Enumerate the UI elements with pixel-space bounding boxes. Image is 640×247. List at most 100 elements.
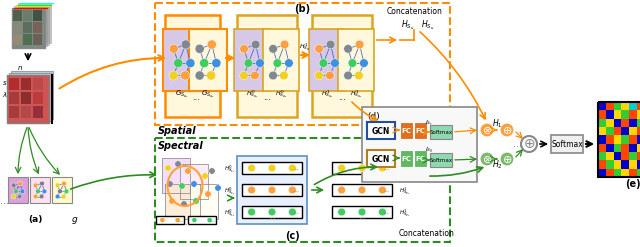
Text: $s$: $s$ bbox=[2, 79, 8, 87]
Bar bbox=[629, 127, 637, 135]
Circle shape bbox=[186, 59, 195, 68]
Circle shape bbox=[11, 183, 16, 188]
Text: (d): (d) bbox=[367, 112, 380, 121]
Bar bbox=[33, 22, 42, 33]
Bar bbox=[190, 184, 218, 219]
Text: $H_2$: $H_2$ bbox=[492, 158, 502, 170]
Circle shape bbox=[11, 194, 16, 199]
Circle shape bbox=[17, 194, 22, 199]
Bar bbox=[614, 110, 621, 119]
Bar bbox=[162, 158, 190, 193]
Text: ...: ... bbox=[263, 93, 271, 102]
Text: $H^1_{S_{e_2}}$: $H^1_{S_{e_2}}$ bbox=[399, 185, 410, 197]
Bar bbox=[13, 22, 22, 33]
Text: $H^0_{S_{u_1}}$: $H^0_{S_{u_1}}$ bbox=[246, 88, 259, 100]
Bar bbox=[33, 92, 43, 104]
Text: ...: ... bbox=[0, 196, 9, 206]
Circle shape bbox=[200, 59, 209, 68]
Bar bbox=[237, 15, 297, 117]
Text: $\otimes$: $\otimes$ bbox=[482, 153, 492, 165]
Bar bbox=[237, 156, 307, 224]
Bar bbox=[190, 184, 218, 219]
Circle shape bbox=[240, 71, 248, 80]
Circle shape bbox=[169, 71, 178, 80]
Circle shape bbox=[18, 181, 22, 186]
Bar bbox=[9, 73, 51, 121]
Circle shape bbox=[61, 194, 66, 199]
Bar bbox=[180, 164, 208, 199]
Bar bbox=[621, 169, 629, 177]
Circle shape bbox=[179, 183, 185, 189]
Bar bbox=[621, 102, 629, 110]
Text: $H^1_{S_{e_n}}$: $H^1_{S_{e_n}}$ bbox=[399, 207, 410, 219]
Text: $H_{S_c}$: $H_{S_c}$ bbox=[428, 165, 442, 179]
Text: $H^0_{S_{c_n}}$: $H^0_{S_{c_n}}$ bbox=[224, 207, 235, 219]
Circle shape bbox=[280, 40, 289, 49]
Bar bbox=[606, 102, 614, 110]
Circle shape bbox=[358, 164, 366, 172]
Circle shape bbox=[207, 71, 216, 80]
Bar bbox=[165, 15, 220, 117]
Circle shape bbox=[207, 217, 212, 223]
Bar bbox=[598, 152, 606, 160]
Circle shape bbox=[205, 191, 211, 197]
Text: $H^0_{S_{c_2}}$: $H^0_{S_{c_2}}$ bbox=[224, 185, 235, 197]
Bar bbox=[9, 92, 19, 104]
Bar bbox=[621, 110, 629, 119]
Text: $\oplus$: $\oplus$ bbox=[502, 153, 512, 165]
Bar bbox=[598, 169, 606, 177]
Circle shape bbox=[315, 44, 323, 53]
Text: (c): (c) bbox=[285, 231, 300, 241]
Bar bbox=[606, 135, 614, 144]
Bar bbox=[33, 106, 43, 118]
Bar bbox=[614, 169, 621, 177]
Circle shape bbox=[268, 208, 276, 216]
Bar bbox=[614, 119, 621, 127]
Bar bbox=[13, 10, 22, 21]
Bar bbox=[614, 160, 621, 169]
Circle shape bbox=[338, 208, 346, 216]
Bar bbox=[414, 150, 427, 167]
Bar bbox=[621, 127, 629, 135]
Bar bbox=[9, 78, 19, 90]
FancyBboxPatch shape bbox=[189, 29, 227, 91]
Circle shape bbox=[55, 194, 60, 199]
Text: $H^1_{S_{e_1}}$: $H^1_{S_{e_1}}$ bbox=[399, 163, 410, 175]
Bar bbox=[621, 152, 629, 160]
Bar bbox=[637, 127, 640, 135]
Bar bbox=[162, 158, 190, 193]
Text: $\otimes$: $\otimes$ bbox=[482, 124, 492, 136]
Circle shape bbox=[173, 59, 183, 68]
Bar bbox=[155, 138, 450, 242]
Text: ...: ... bbox=[513, 139, 522, 149]
Circle shape bbox=[379, 208, 386, 216]
Text: $I_{S_0}$: $I_{S_0}$ bbox=[425, 145, 433, 155]
Circle shape bbox=[209, 168, 215, 174]
Bar bbox=[155, 3, 450, 125]
Text: ...: ... bbox=[338, 93, 346, 102]
Bar bbox=[629, 160, 637, 169]
Text: ...: ... bbox=[209, 218, 215, 223]
Bar bbox=[7, 75, 49, 123]
Bar bbox=[637, 160, 640, 169]
Circle shape bbox=[338, 164, 346, 172]
Text: ...: ... bbox=[184, 220, 190, 226]
Bar bbox=[242, 206, 302, 218]
Text: FC: FC bbox=[415, 156, 426, 162]
Bar bbox=[629, 152, 637, 160]
Bar bbox=[332, 184, 392, 196]
Circle shape bbox=[240, 44, 248, 53]
Circle shape bbox=[344, 71, 353, 80]
Text: (e): (e) bbox=[625, 179, 640, 189]
Circle shape bbox=[315, 71, 323, 80]
Circle shape bbox=[64, 189, 69, 194]
Circle shape bbox=[20, 189, 25, 194]
Text: $\oplus$: $\oplus$ bbox=[523, 137, 535, 151]
Bar bbox=[606, 152, 614, 160]
Text: Softmax: Softmax bbox=[429, 129, 452, 135]
Bar bbox=[400, 122, 413, 139]
Text: ...: ... bbox=[383, 165, 389, 170]
Circle shape bbox=[248, 186, 255, 194]
Text: Concatenation: Concatenation bbox=[387, 7, 443, 16]
Bar bbox=[21, 78, 31, 90]
